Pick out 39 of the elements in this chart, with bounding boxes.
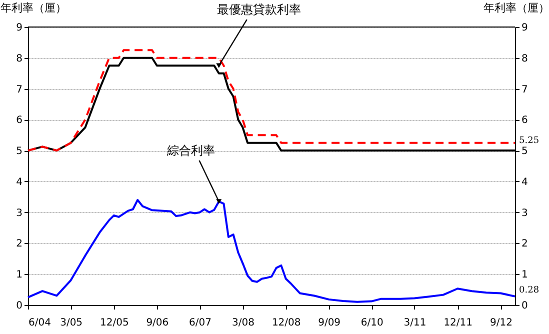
y2-tick-label: 6 <box>522 115 528 126</box>
y2-tick-label: 4 <box>522 176 528 188</box>
y2-tick-label: 7 <box>522 84 528 96</box>
x-tick-label: 6/04 <box>28 318 51 328</box>
y-tick-label: 3 <box>16 208 22 219</box>
annotation: 0.28 <box>519 285 540 296</box>
y2-tick-label: 3 <box>522 208 528 219</box>
x-tick-label: 3/08 <box>232 318 254 328</box>
y-tick-label: 6 <box>16 115 22 126</box>
y-tick-label: 7 <box>16 84 22 96</box>
y-tick-label: 4 <box>16 176 22 188</box>
x-tick-label: 12/08 <box>272 318 301 328</box>
x-tick-label: 9/12 <box>490 318 512 328</box>
y-tick-label: 2 <box>16 238 22 250</box>
x-tick-label: 6/10 <box>360 318 384 328</box>
annotation: 最優惠貸款利率 <box>216 2 301 17</box>
x-tick-label: 3/05 <box>60 318 83 328</box>
x-tick-label: 3/11 <box>404 318 426 328</box>
y2-tick-label: 9 <box>522 22 528 34</box>
y-tick-label: 0 <box>16 300 22 312</box>
annotation: 綜合利率 <box>166 144 215 158</box>
y2-axis-title: 年利率（厘） <box>484 2 549 14</box>
y-tick-label: 1 <box>16 270 22 281</box>
line-series <box>27 198 516 303</box>
y2-tick-label: 0 <box>522 300 528 312</box>
x-tick-label: 9/09 <box>318 318 341 328</box>
x-tick-label: 12/11 <box>444 318 473 328</box>
annotation: 5.25 <box>519 136 540 146</box>
y-tick-label: 8 <box>16 53 22 64</box>
x-tick-label: 9/06 <box>146 318 169 328</box>
x-tick-label: 6/07 <box>189 318 212 328</box>
y2-tick-label: 8 <box>522 53 528 64</box>
y2-tick-label: 1 <box>522 270 528 281</box>
y2-tick-label: 5 <box>522 146 528 158</box>
x-tick-label: 12/05 <box>100 318 129 328</box>
y-tick-label: 9 <box>16 22 22 34</box>
y2-tick-label: 2 <box>522 238 528 250</box>
y-axis-title: 年利率（厘） <box>0 2 66 14</box>
y-tick-label: 5 <box>16 146 22 158</box>
